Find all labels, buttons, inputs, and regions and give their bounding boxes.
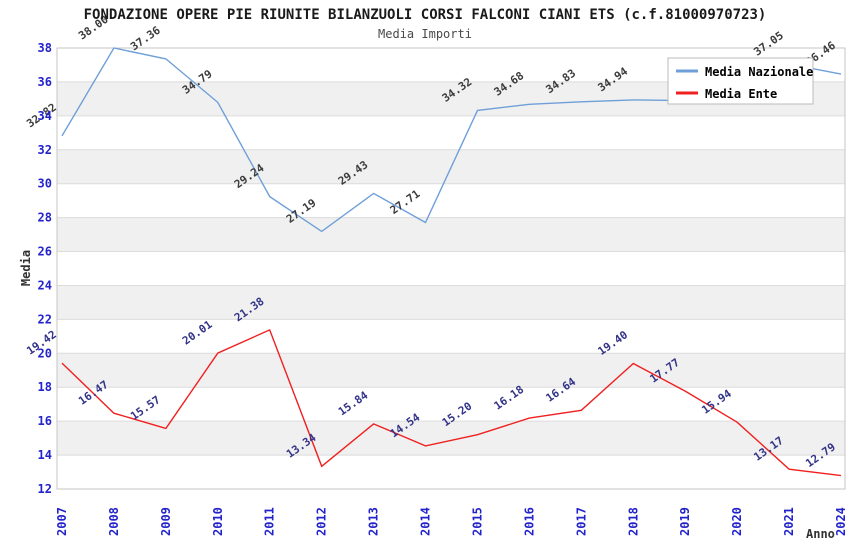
x-tick-label: 2018 (626, 507, 640, 536)
point-label: 15.84 (336, 388, 371, 418)
y-tick-label: 32 (38, 143, 52, 157)
point-label: 37.36 (128, 23, 163, 53)
point-label: 15.94 (699, 387, 734, 417)
x-tick-label: 2015 (471, 507, 485, 536)
y-tick-label: 22 (38, 312, 52, 326)
x-tick-label: 2017 (574, 507, 588, 536)
point-label: 37.05 (751, 29, 786, 59)
plot-band (57, 285, 845, 320)
plot-band (57, 421, 845, 456)
legend-label-media-ente: Media Ente (705, 87, 777, 101)
x-tick-label: 2010 (211, 507, 225, 536)
x-tick-label: 2009 (159, 507, 173, 536)
y-tick-label: 16 (38, 414, 52, 428)
plot-gridlines (57, 81, 845, 456)
y-tick-label: 38 (38, 41, 52, 55)
chart-title: FONDAZIONE OPERE PIE RIUNITE BILANZUOLI … (84, 7, 767, 23)
x-axis-title: Anno (806, 527, 835, 541)
y-tick-label: 20 (38, 346, 52, 360)
y-axis-tick-labels: 38 36 34 32 30 28 26 24 22 20 18 16 14 12 (38, 41, 52, 496)
x-axis-tick-labels: 2007 2008 2009 2010 2011 2012 2013 2014 2015 2016… (55, 507, 848, 536)
y-tick-label: 14 (38, 448, 52, 462)
plot-band (57, 217, 845, 252)
x-tick-label: 2012 (315, 507, 329, 536)
legend-box (667, 57, 814, 105)
x-tick-label: 2014 (419, 507, 433, 536)
series-line-media-ente (61, 328, 842, 477)
point-label: 20.01 (180, 318, 215, 348)
x-tick-label: 2020 (730, 507, 744, 536)
y-tick-label: 28 (38, 211, 52, 225)
x-tick-label: 2024 (834, 507, 848, 536)
x-tick-label: 2011 (263, 507, 277, 536)
y-tick-label: 30 (38, 177, 52, 191)
x-tick-label: 2007 (55, 507, 69, 536)
x-tick-label: 2021 (782, 507, 796, 536)
y-tick-label: 26 (38, 245, 52, 259)
chart-subtitle: Media Importi (378, 27, 472, 41)
point-label: 27.71 (388, 187, 423, 217)
y-tick-label: 24 (38, 278, 52, 292)
y-tick-label: 18 (38, 380, 52, 394)
y-tick-label: 36 (38, 75, 52, 89)
plot-band (57, 353, 845, 388)
y-tick-label: 34 (38, 109, 52, 123)
point-label: 15.57 (128, 393, 163, 423)
x-tick-label: 2008 (107, 507, 121, 536)
y-tick-label: 12 (38, 482, 52, 496)
x-tick-label: 2016 (522, 507, 536, 536)
x-tick-label: 2013 (367, 507, 381, 536)
legend-label-media-nazionale: Media Nazionale (705, 65, 813, 79)
x-tick-label: 2019 (678, 507, 692, 536)
plot-bands (57, 81, 845, 456)
y-axis-title: Media (19, 250, 33, 286)
legend: Media Nazionale Media Ente (667, 57, 814, 105)
plot-border (56, 47, 846, 490)
